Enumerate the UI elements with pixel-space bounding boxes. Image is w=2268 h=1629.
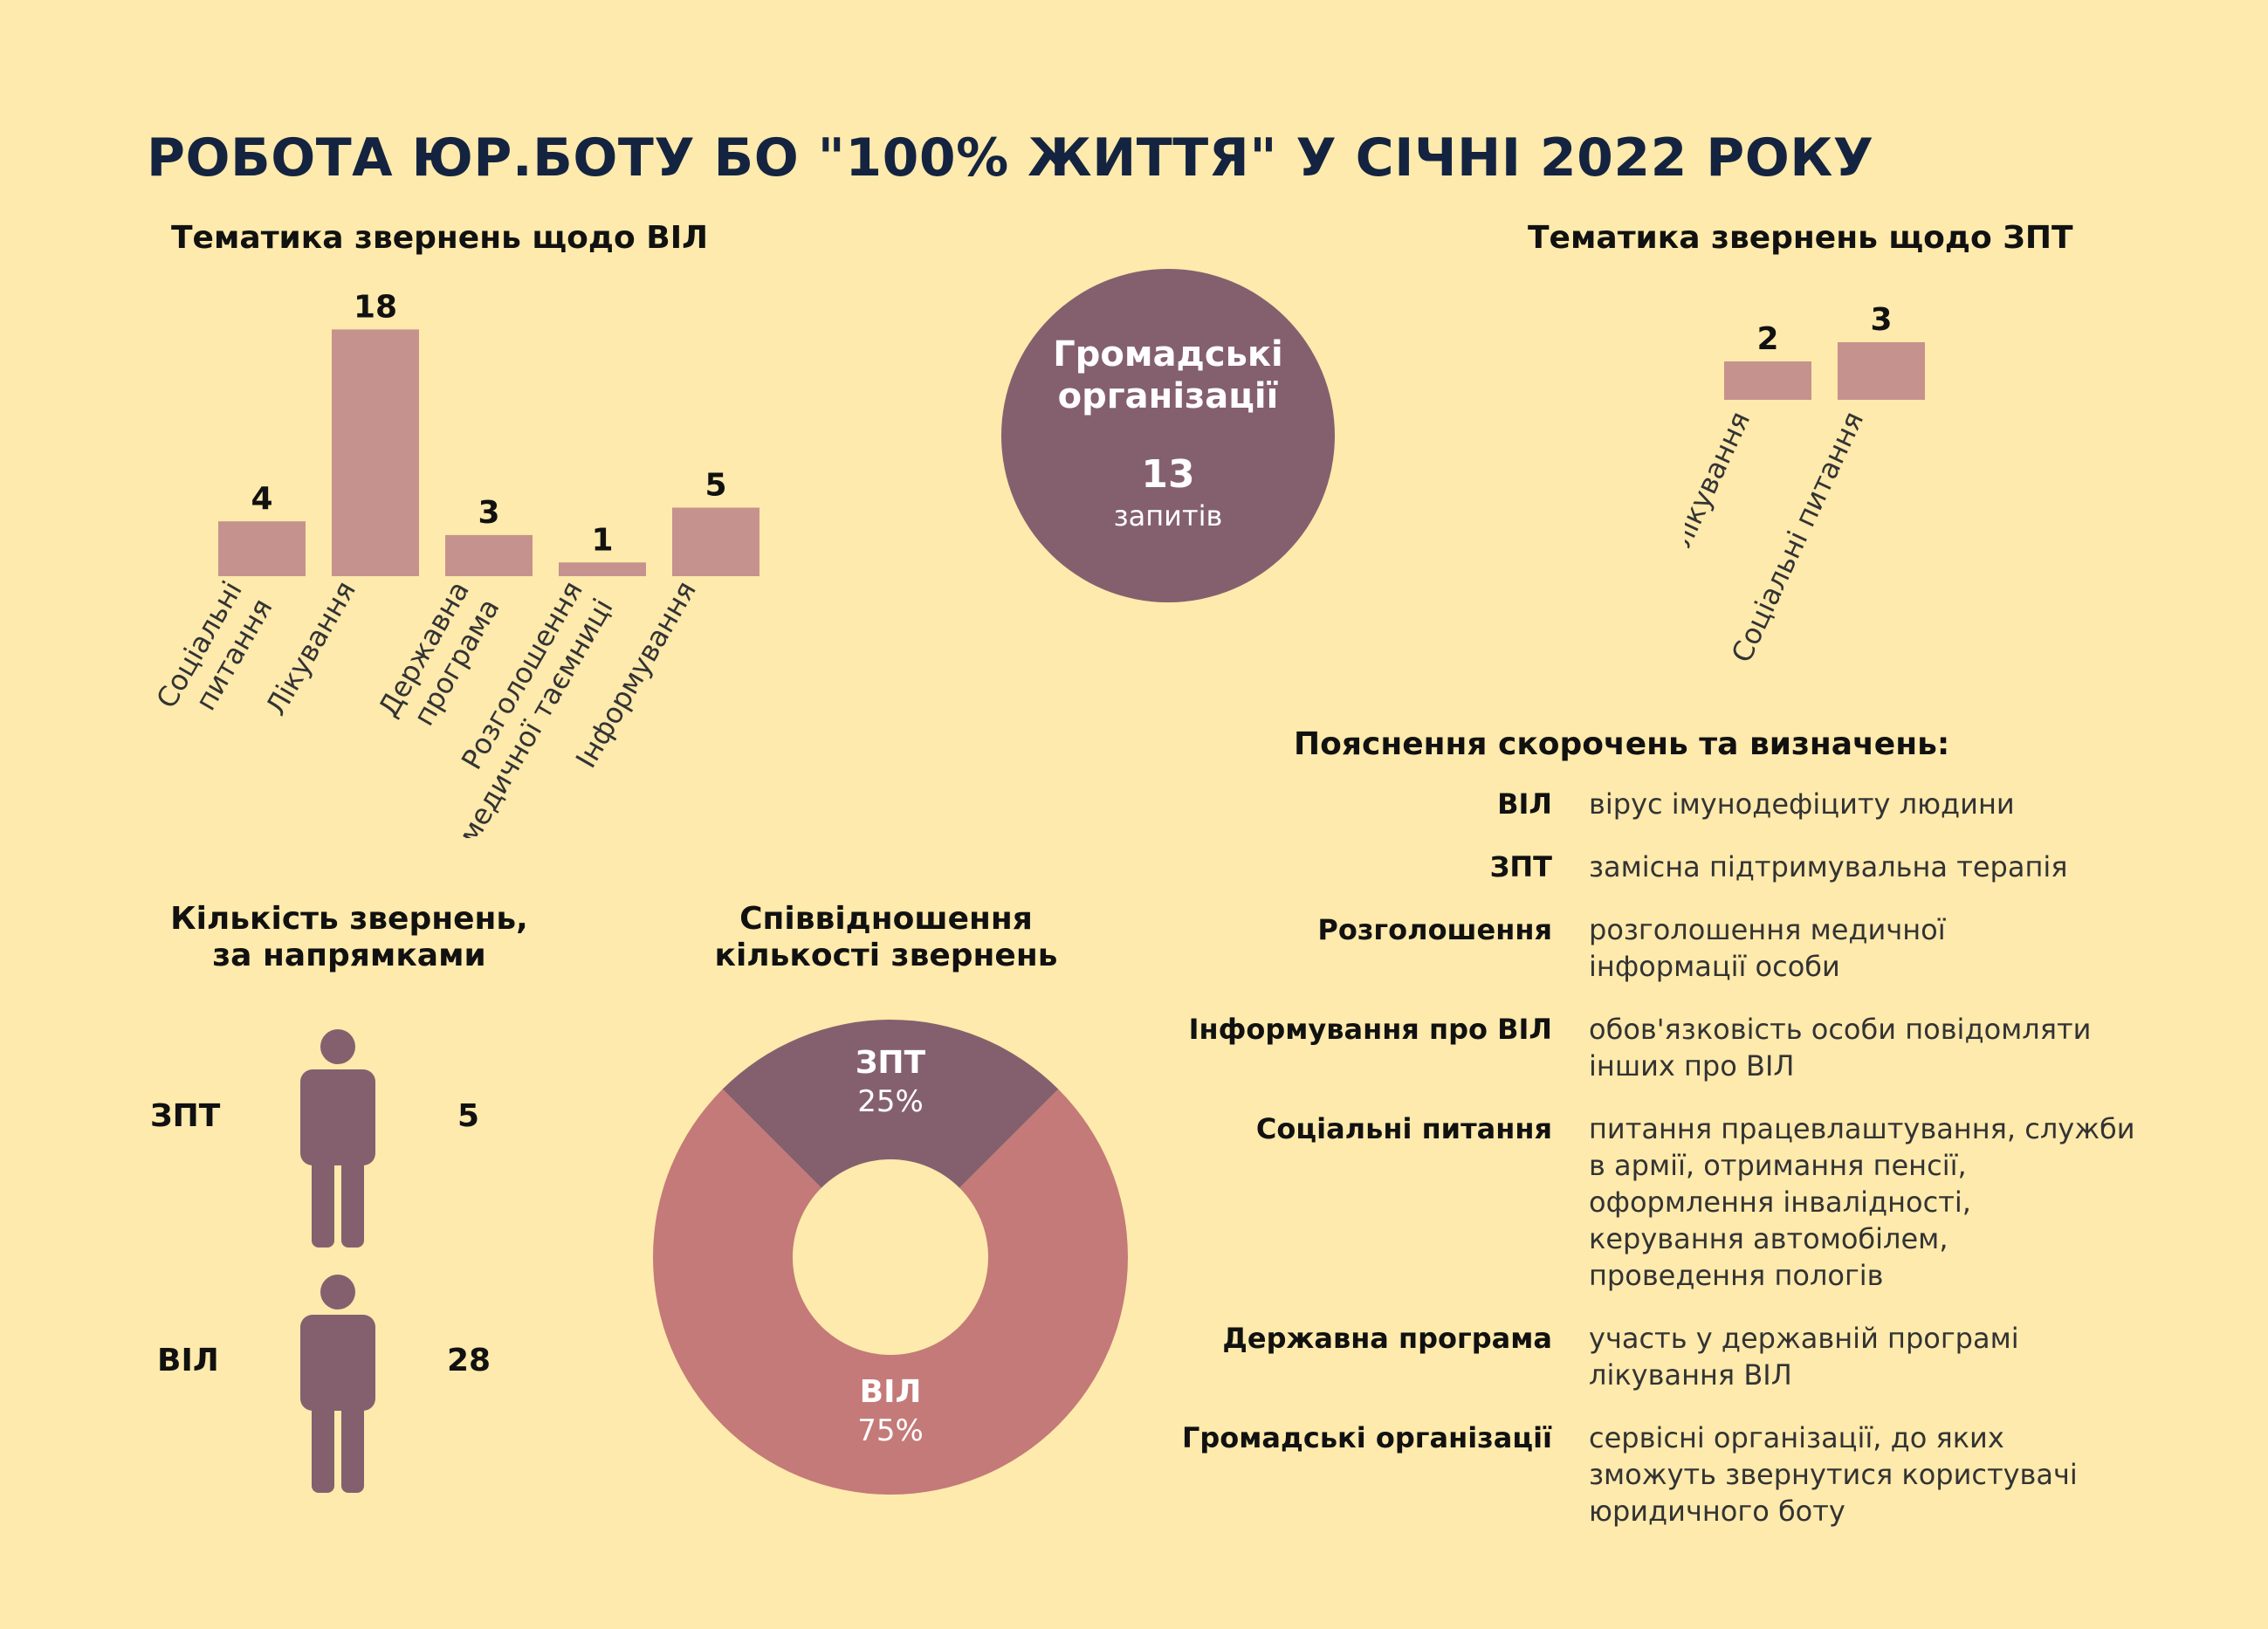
glossary-definition: сервісні організації, до яких зможуть зве… xyxy=(1589,1419,2148,1529)
glossary-term: Соціальні питання xyxy=(1255,1112,1552,1145)
glossary-definition-line: сервісні організації, до яких xyxy=(1589,1421,2004,1454)
bar-value-label: 2 xyxy=(1756,321,1778,357)
glossary-definition-line: розголошення медичної xyxy=(1589,913,1946,946)
zpt-topics-bar-chart: 2 лікування 3 Соціальні питання xyxy=(1685,302,1925,668)
ratio-title-line2: кількості звернень xyxy=(714,938,1058,974)
directions-title: Кількість звернень, за напрямками xyxy=(113,901,585,975)
category-label-line: Лікування xyxy=(259,575,362,721)
ratio-title-line1: Співвідношення xyxy=(739,901,1033,937)
page-title: РОБОТА ЮР.БОТУ БО "100% ЖИТТЯ" У СІЧНІ 2… xyxy=(147,127,1874,189)
slice-value-label: 75% xyxy=(857,1413,924,1448)
glossary-term: Розголошення xyxy=(1317,913,1552,946)
glossary-term: Інформування про ВІЛ xyxy=(1188,1013,1552,1046)
glossary-definition: розголошення медичної інформації особи xyxy=(1589,911,2148,985)
glossary-definition: обов'язковість особи повідомляти інших пр… xyxy=(1589,1011,2148,1084)
glossary-definition: вірус імунодефіциту людини xyxy=(1589,786,2148,822)
directions-title-line1: Кількість звернень, xyxy=(170,901,528,937)
slice-label: ЗПТ xyxy=(856,1045,926,1081)
glossary-definition-line: вірус імунодефіциту людини xyxy=(1589,787,2015,821)
hiv-chart-title: Тематика звернень щодо ВІЛ xyxy=(171,220,708,256)
glossary-definition-line: лікування ВІЛ xyxy=(1589,1358,1792,1392)
ngo-count: 13 xyxy=(1141,452,1195,497)
bar xyxy=(1724,361,1811,400)
bar xyxy=(332,329,419,576)
bar-value-label: 4 xyxy=(251,481,272,517)
zpt-chart-title: Тематика звернень щодо ЗПТ xyxy=(1528,220,2073,256)
ngo-title: Громадські організації xyxy=(1001,333,1335,417)
glossary-definition: участь у державній програмі лікування ВІЛ xyxy=(1589,1320,2148,1393)
bar xyxy=(218,521,306,576)
ngo-circle xyxy=(1001,269,1335,602)
glossary-row: ВІЛ вірус імунодефіциту людини xyxy=(1135,786,2148,822)
slice-label: ВІЛ xyxy=(860,1374,922,1410)
person-icon xyxy=(300,1275,375,1493)
glossary-term: ВІЛ xyxy=(1497,787,1552,821)
glossary-definition-line: замісна підтримувальна терапія xyxy=(1589,850,2068,883)
direction-label-zpt: ЗПТ xyxy=(150,1098,221,1134)
direction-value-hiv: 28 xyxy=(447,1343,491,1378)
ngo-unit: запитів xyxy=(1113,499,1223,533)
glossary-term: Громадські організації xyxy=(1181,1421,1552,1454)
glossary-definition-line: обов'язковість особи повідомляти xyxy=(1589,1013,2092,1046)
directions-title-line2: за напрямками xyxy=(212,938,486,974)
bar xyxy=(672,507,759,576)
ngo-title-line2: організації xyxy=(1057,376,1279,416)
ngo-title-line1: Громадські xyxy=(1053,334,1283,375)
glossary-row: Державна програма участь у державній прог… xyxy=(1135,1320,2148,1393)
category-label: Лікування xyxy=(259,575,362,721)
glossary-row: Громадські організації сервісні організац… xyxy=(1135,1419,2148,1529)
glossary-definition-line: інформації особи xyxy=(1589,950,1840,983)
glossary-term: Державна програма xyxy=(1222,1322,1552,1355)
direction-label-hiv: ВІЛ xyxy=(157,1343,219,1378)
glossary-definition-line: в армії, отримання пенсії, xyxy=(1589,1149,1967,1182)
bar-value-label: 1 xyxy=(591,522,613,558)
glossary-term: ЗПТ xyxy=(1489,850,1552,883)
bar-value-label: 18 xyxy=(354,289,397,325)
bar xyxy=(445,534,533,576)
category-label: Соціальні питання xyxy=(1725,406,1871,667)
glossary-definition: питання працевлаштування, служби в армії,… xyxy=(1589,1110,2148,1294)
glossary-definition: замісна підтримувальна терапія xyxy=(1589,849,2148,885)
bar-value-label: 3 xyxy=(478,495,499,531)
ratio-title: Співвідношення кількості звернень xyxy=(629,901,1144,975)
glossary-definition-line: керування автомобілем, xyxy=(1589,1222,1948,1255)
hiv-topics-bar-chart: 4Соціальніпитання18Лікування3Державнапро… xyxy=(149,289,759,838)
slice-value-label: 25% xyxy=(857,1084,924,1119)
bar-value-label: 3 xyxy=(1870,302,1892,338)
bar-value-label: 5 xyxy=(704,468,726,504)
glossary-row: Соціальні питання питання працевлаштуванн… xyxy=(1135,1110,2148,1294)
glossary-definition-line: участь у державній програмі xyxy=(1589,1322,2019,1355)
glossary-definition-line: проведення пологів xyxy=(1589,1259,1884,1292)
person-icon xyxy=(300,1029,375,1248)
glossary-definition-line: зможуть звернутися користувачі xyxy=(1589,1458,2078,1491)
glossary-row: Інформування про ВІЛ обов'язковість особи… xyxy=(1135,1011,2148,1084)
glossary-definition-line: питання працевлаштування, служби xyxy=(1589,1112,2135,1145)
glossary-row: Розголошення розголошення медичної інформа… xyxy=(1135,911,2148,985)
direction-value-zpt: 5 xyxy=(457,1098,480,1134)
glossary-definition-line: оформлення інвалідності, xyxy=(1589,1186,1971,1219)
category-label: Соціальніпитання xyxy=(149,575,278,732)
glossary-row: ЗПТ замісна підтримувальна терапія xyxy=(1135,849,2148,885)
donut-slice xyxy=(653,1089,1128,1495)
glossary-title: Пояснення скорочень та визначень: xyxy=(1294,726,1950,762)
bar xyxy=(1838,342,1925,400)
glossary-definition-line: інших про ВІЛ xyxy=(1589,1049,1795,1083)
donut-slice xyxy=(722,1020,1059,1188)
glossary-definition-line: юридичного боту xyxy=(1589,1495,1845,1528)
bar xyxy=(559,562,646,576)
glossary-list: ВІЛ вірус імунодефіциту людини ЗПТ замісна … xyxy=(1135,786,2148,1556)
category-label: лікування xyxy=(1685,406,1756,553)
